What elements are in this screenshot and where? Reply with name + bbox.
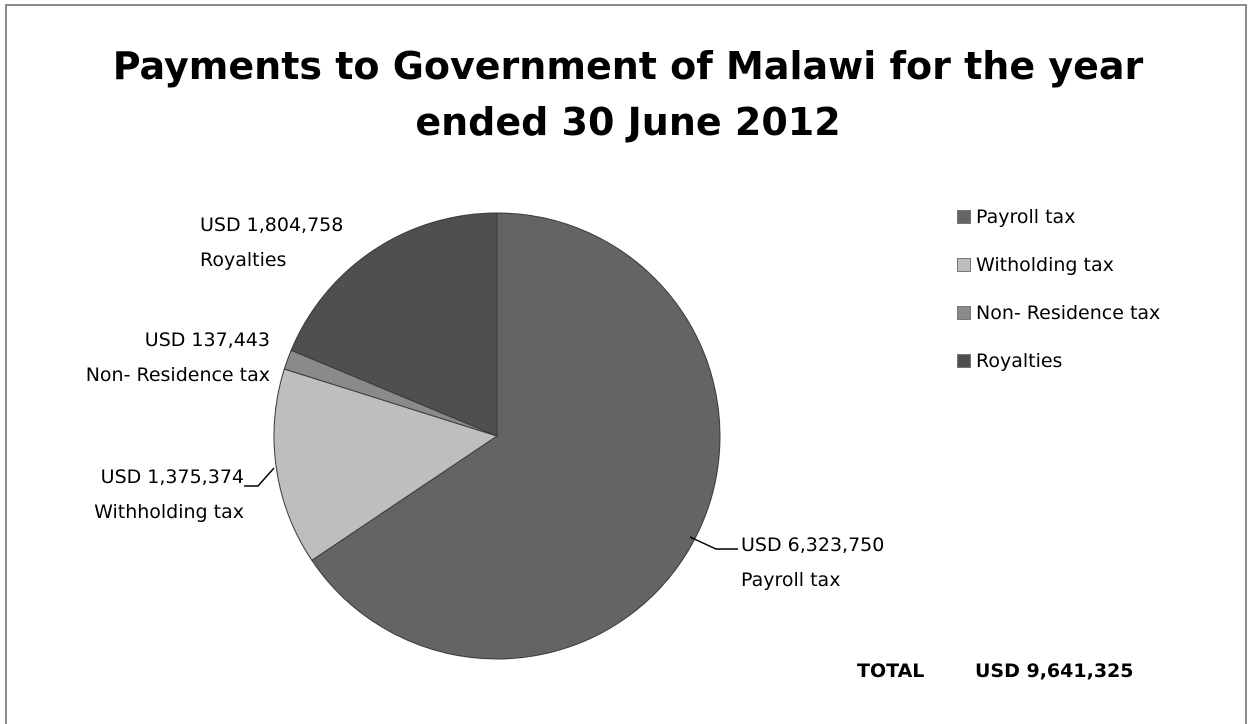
data-label-category: Non- Residence tax	[85, 364, 270, 386]
legend-item-royalties: Royalties	[957, 337, 1160, 385]
pie-slice-royalties	[290, 212, 498, 437]
pie-slice-witholding-tax	[273, 368, 499, 561]
data-label-value: USD 137,443	[144, 329, 270, 351]
legend-item-payroll-tax: Payroll tax	[957, 193, 1160, 241]
legend-label: Royalties	[976, 350, 1063, 372]
legend-swatch	[957, 258, 971, 272]
pie-slice-payroll-tax	[311, 212, 721, 660]
total-value: USD 9,641,325	[975, 660, 1134, 682]
leader-line-payroll-tax	[689, 536, 738, 550]
legend-item-non-residence-tax: Non- Residence tax	[957, 289, 1160, 337]
chart-title: Payments to Government of Malawi for the…	[0, 38, 1256, 150]
legend-swatch	[957, 306, 971, 320]
data-label-category: Payroll tax	[741, 569, 841, 591]
legend-swatch	[957, 354, 971, 368]
data-label-category: Withholding tax	[94, 501, 244, 523]
legend-swatch	[957, 210, 971, 224]
legend-label: Non- Residence tax	[976, 302, 1161, 324]
leader-line-withholding-tax	[244, 467, 275, 487]
legend-label: Witholding tax	[976, 254, 1114, 276]
data-label-category: Royalties	[200, 249, 287, 271]
chart-title-line-2: ended 30 June 2012	[415, 100, 841, 144]
data-label-value: USD 1,804,758	[200, 214, 344, 236]
legend: Payroll tax Witholding tax Non- Residenc…	[957, 193, 1160, 385]
total-label: TOTAL	[857, 660, 925, 682]
chart-title-line-1: Payments to Government of Malawi for the…	[112, 44, 1144, 88]
data-label-value: USD 1,375,374	[100, 466, 244, 488]
legend-label: Payroll tax	[976, 206, 1076, 228]
data-label-withholding-tax: USD 1,375,374 Withholding tax	[72, 460, 244, 530]
data-label-value: USD 6,323,750	[741, 534, 885, 556]
data-label-payroll-tax: USD 6,323,750 Payroll tax	[741, 528, 884, 598]
data-label-non-residence-tax: USD 137,443 Non- Residence tax	[62, 323, 270, 393]
legend-item-witholding-tax: Witholding tax	[957, 241, 1160, 289]
data-label-royalties: USD 1,804,758 Royalties	[200, 208, 343, 278]
